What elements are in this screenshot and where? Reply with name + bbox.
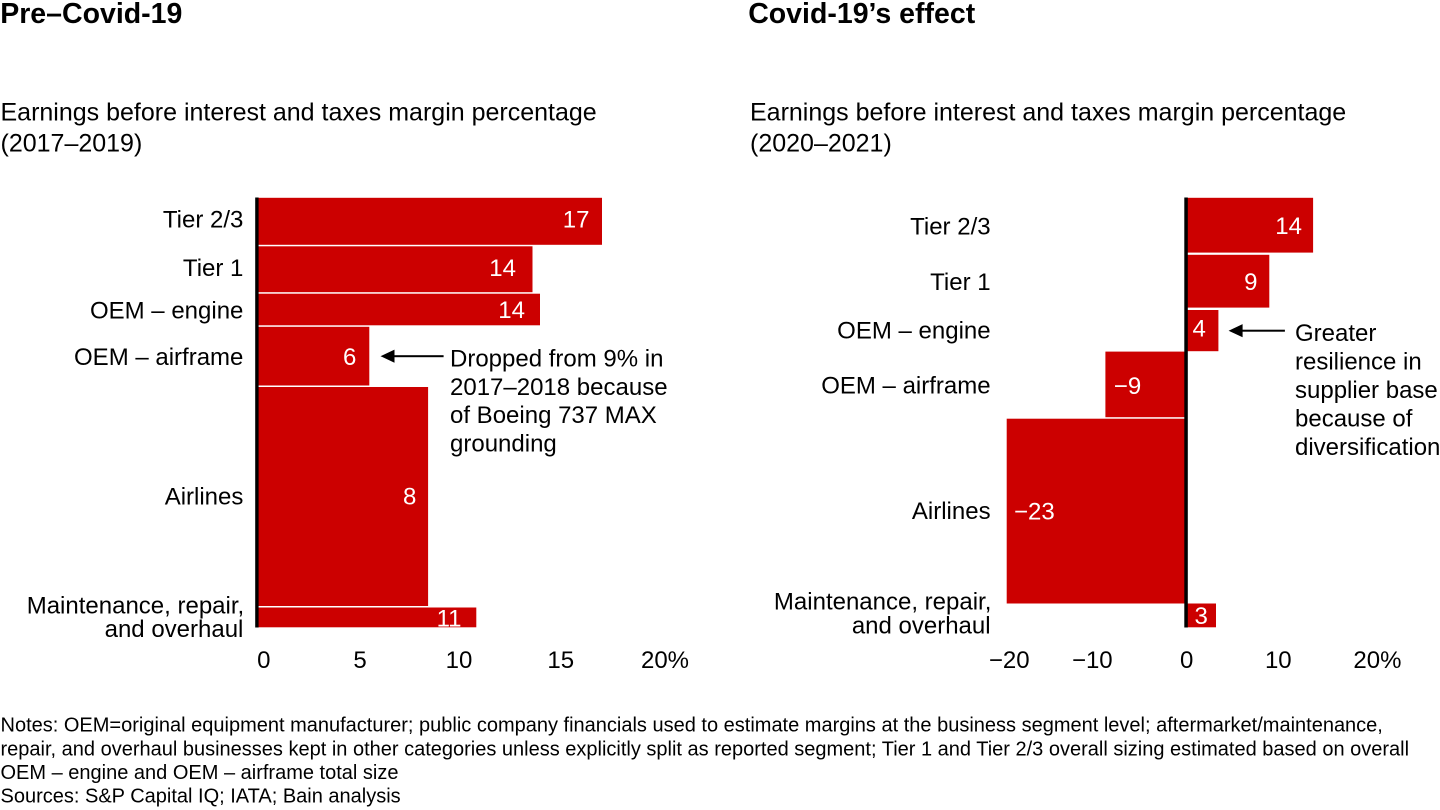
- svg-text:11: 11: [437, 605, 462, 632]
- svg-text:OEM – engine and OEM – airfram: OEM – engine and OEM – airframe total si…: [1, 762, 399, 784]
- svg-text:Maintenance, repair,: Maintenance, repair,: [774, 588, 991, 615]
- svg-text:14: 14: [498, 297, 525, 324]
- svg-text:−20: −20: [989, 647, 1030, 674]
- svg-text:Earnings before interest and t: Earnings before interest and taxes margi…: [1, 99, 597, 127]
- svg-text:Tier 2/3: Tier 2/3: [910, 214, 990, 241]
- svg-text:grounding: grounding: [450, 431, 557, 458]
- svg-text:5: 5: [353, 647, 366, 674]
- svg-text:of Boeing 737 MAX: of Boeing 737 MAX: [450, 402, 657, 429]
- svg-text:Airlines: Airlines: [165, 483, 244, 510]
- svg-text:10: 10: [1265, 647, 1292, 674]
- svg-text:Maintenance, repair,: Maintenance, repair,: [27, 592, 244, 619]
- svg-text:0: 0: [257, 647, 270, 674]
- svg-text:Dropped from 9% in: Dropped from 9% in: [450, 345, 663, 372]
- svg-text:17: 17: [563, 207, 590, 234]
- svg-text:8: 8: [403, 484, 416, 511]
- svg-text:Greater: Greater: [1295, 320, 1376, 347]
- svg-text:Notes: OEM=original equipment: Notes: OEM=original equipment manufactur…: [1, 715, 1383, 737]
- svg-text:OEM – airframe: OEM – airframe: [821, 372, 990, 399]
- svg-text:OEM – engine: OEM – engine: [90, 298, 243, 325]
- svg-text:−9: −9: [1114, 373, 1141, 400]
- svg-text:0: 0: [1180, 647, 1193, 674]
- svg-text:3: 3: [1195, 603, 1208, 630]
- svg-text:15: 15: [547, 647, 574, 674]
- svg-text:Tier 1: Tier 1: [930, 269, 990, 296]
- svg-text:resilience in: resilience in: [1295, 348, 1422, 375]
- svg-text:Tier 1: Tier 1: [183, 255, 243, 282]
- svg-text:9: 9: [1244, 269, 1257, 296]
- svg-text:14: 14: [1275, 213, 1302, 240]
- svg-text:Tier 2/3: Tier 2/3: [163, 206, 243, 233]
- svg-text:Covid-19’s effect: Covid-19’s effect: [748, 0, 976, 30]
- svg-text:OEM – airframe: OEM – airframe: [74, 344, 243, 371]
- svg-text:4: 4: [1192, 316, 1205, 343]
- svg-text:Sources: S&P Capital IQ; IATA;: Sources: S&P Capital IQ; IATA; Bain anal…: [1, 786, 401, 808]
- svg-text:10: 10: [446, 647, 473, 674]
- svg-text:OEM – engine: OEM – engine: [837, 317, 990, 344]
- svg-text:and overhaul: and overhaul: [852, 612, 991, 639]
- svg-text:14: 14: [489, 255, 516, 282]
- svg-text:(2017–2019): (2017–2019): [1, 129, 143, 157]
- svg-text:6: 6: [343, 344, 356, 371]
- svg-text:20%: 20%: [1353, 647, 1401, 674]
- svg-text:Pre–Covid-19: Pre–Covid-19: [0, 0, 182, 30]
- svg-text:and overhaul: and overhaul: [105, 616, 244, 643]
- svg-text:20%: 20%: [641, 647, 689, 674]
- svg-text:repair, and overhaul businesse: repair, and overhaul businesses kept in …: [1, 738, 1410, 760]
- svg-text:2017–2018 because: 2017–2018 because: [450, 374, 668, 401]
- svg-text:supplier base: supplier base: [1295, 377, 1438, 404]
- svg-text:diversification: diversification: [1295, 434, 1440, 461]
- svg-text:Earnings before interest and t: Earnings before interest and taxes margi…: [750, 99, 1346, 127]
- svg-text:because of: because of: [1295, 406, 1413, 433]
- svg-text:−23: −23: [1014, 498, 1055, 525]
- svg-text:(2020–2021): (2020–2021): [750, 129, 892, 157]
- svg-text:Airlines: Airlines: [912, 498, 991, 525]
- svg-text:−10: −10: [1072, 647, 1113, 674]
